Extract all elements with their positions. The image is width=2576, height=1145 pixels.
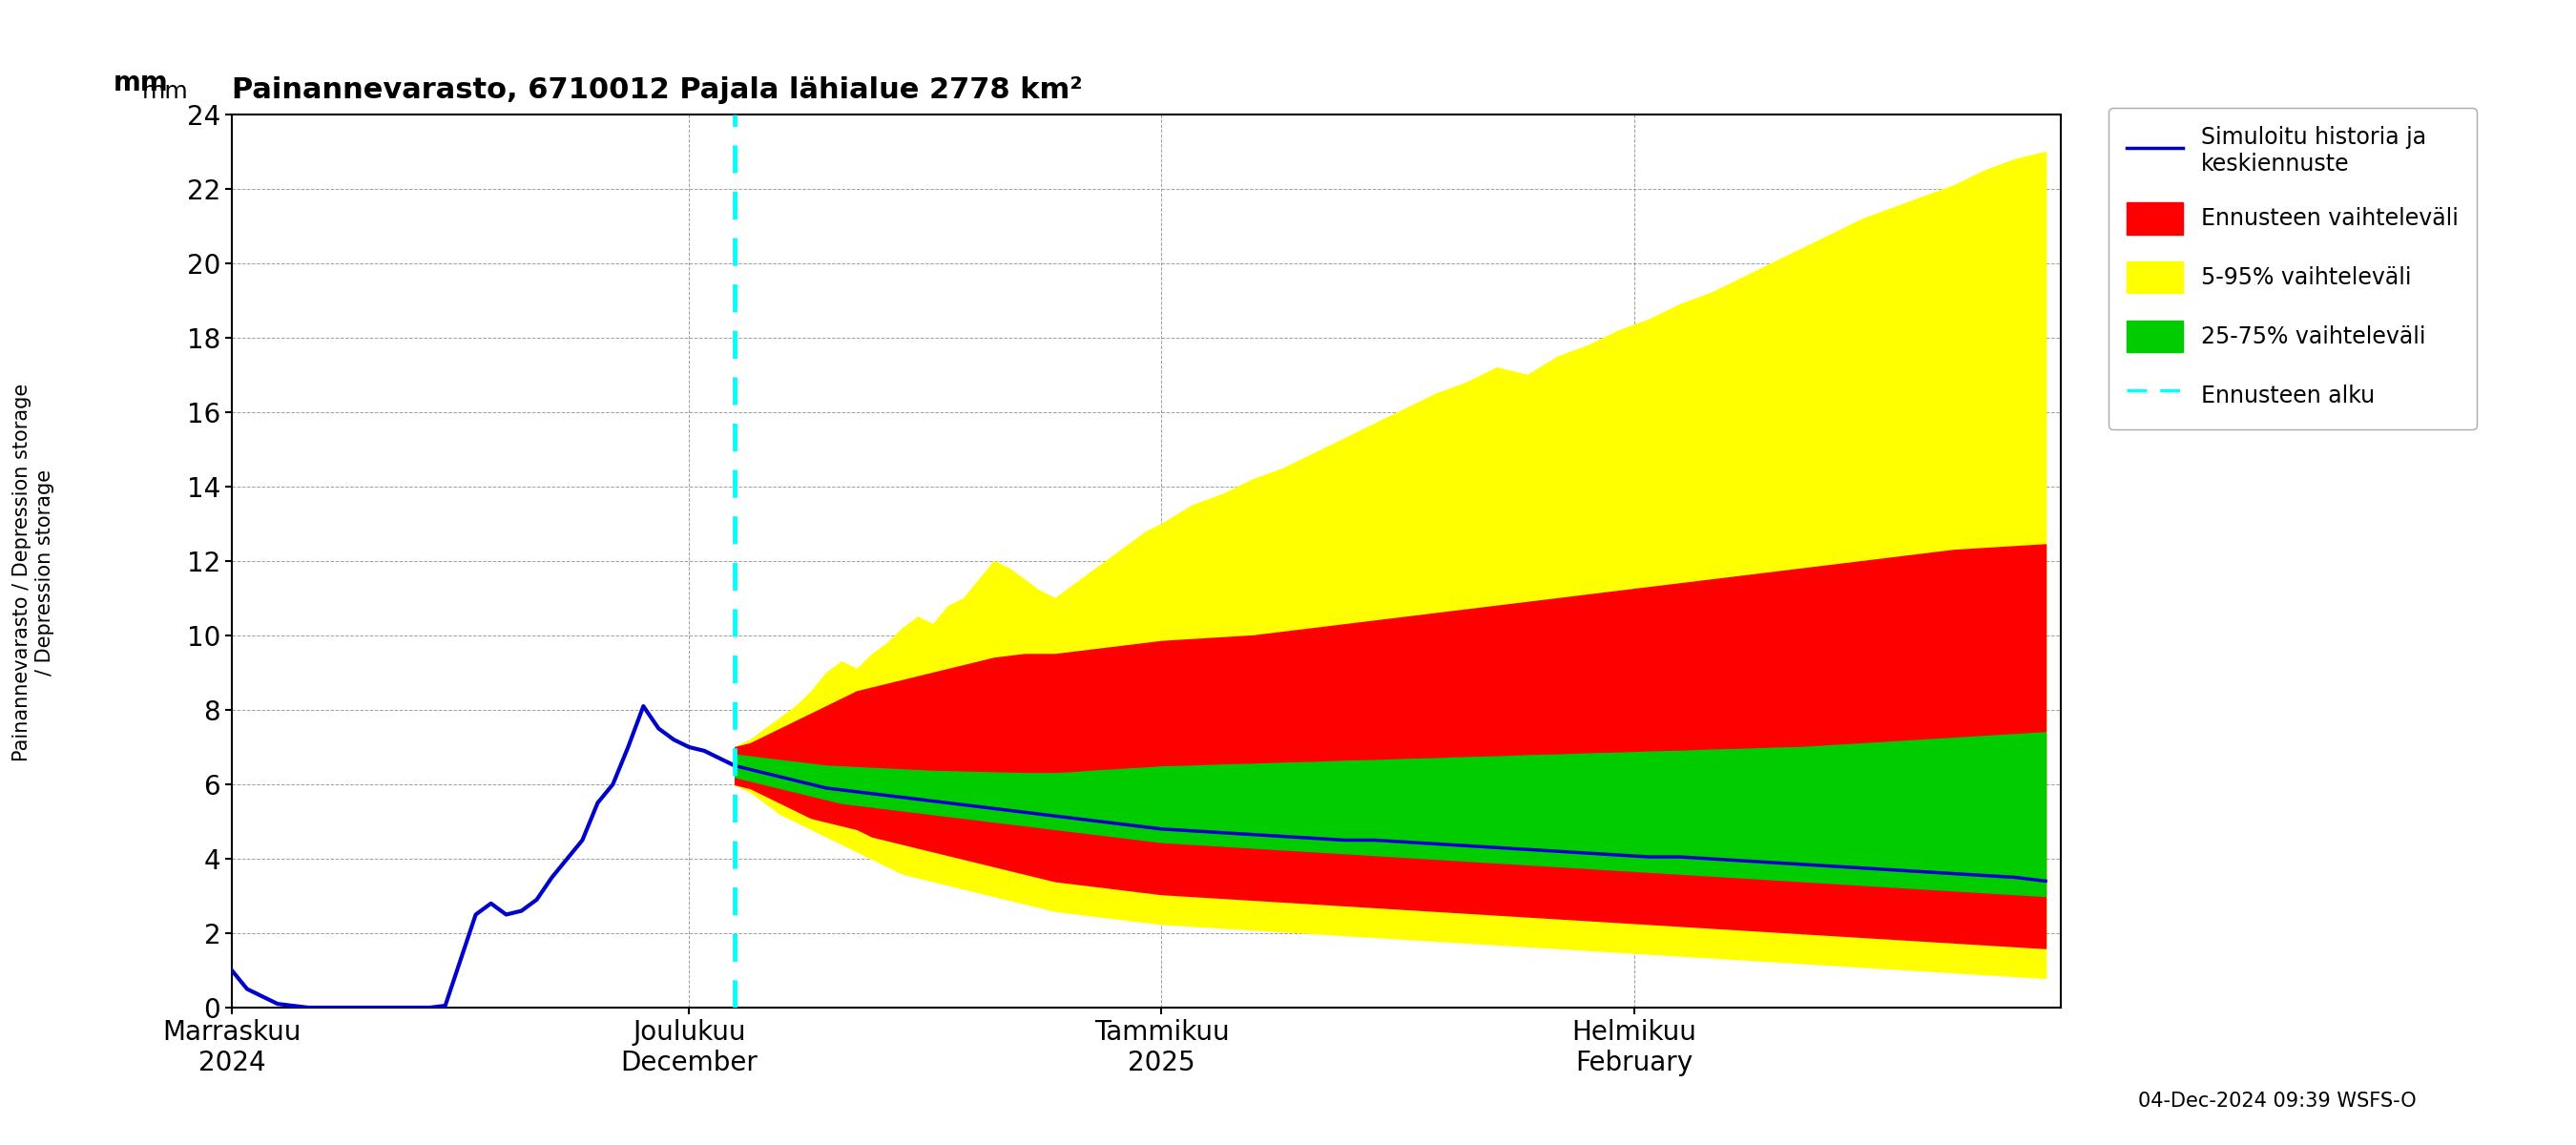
Legend: Simuloitu historia ja
keskiennuste, Ennusteen vaihteleväli, 5-95% vaihteleväli, : Simuloitu historia ja keskiennuste, Ennu… (2110, 108, 2476, 429)
Text: 04-Dec-2024 09:39 WSFS-O: 04-Dec-2024 09:39 WSFS-O (2138, 1091, 2416, 1111)
Text: mm: mm (142, 80, 188, 103)
Text: Painannevarasto, 6710012 Pajala lähialue 2778 km²: Painannevarasto, 6710012 Pajala lähialue… (232, 77, 1082, 104)
Text: Painannevarasto / Depression storage
/ Depression storage: Painannevarasto / Depression storage / D… (13, 384, 54, 761)
Text: mm: mm (113, 70, 167, 96)
